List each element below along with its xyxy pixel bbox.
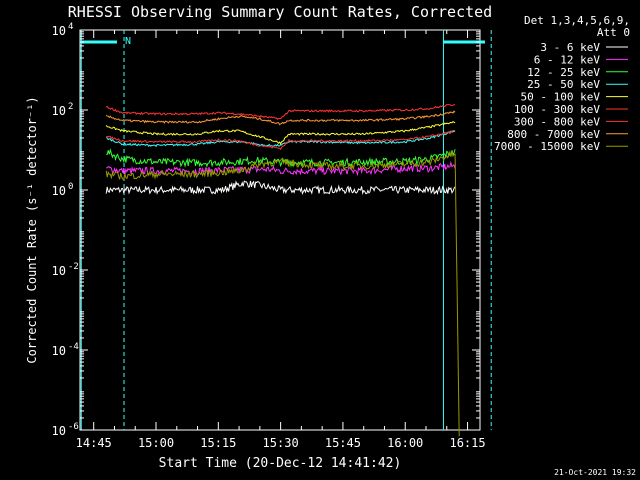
x-axis-label: Start Time (20-Dec-12 14:41:42) <box>159 456 402 471</box>
legend-entry-label: 300 - 800 keV <box>514 115 600 128</box>
y-tick-base: 10 <box>52 104 66 118</box>
chart-title: RHESSI Observing Summary Count Rates, Co… <box>68 3 492 21</box>
legend-entry-label: 7000 - 15000 keV <box>494 140 600 153</box>
series-line <box>105 110 456 126</box>
y-tick-label: 10 <box>52 184 66 198</box>
y-tick-exponent: -4 <box>68 342 79 352</box>
y-tick-base: 10 <box>52 24 66 38</box>
series-line <box>105 129 456 151</box>
x-tick-label: 15:00 <box>138 436 174 450</box>
generation-timestamp: 21-Oct-2021 19:32 <box>554 468 636 477</box>
legend-entry-label: 50 - 100 keV <box>521 91 601 104</box>
series-line <box>105 180 456 196</box>
x-axis: 14:45 15:00 15:15 15:30 15:45 16:00 16:15 <box>76 30 486 450</box>
y-tick-label: 10 <box>52 424 66 438</box>
x-tick-label: 14:45 <box>76 436 112 450</box>
legend-entry-label: 3 - 6 keV <box>540 41 600 54</box>
series-line <box>106 148 456 168</box>
y-tick-exponent: 2 <box>68 102 73 112</box>
legend-header-line-2: Att 0 <box>597 26 630 39</box>
legend-entry-label: 12 - 25 keV <box>527 66 600 79</box>
y-tick-base: 10 <box>52 344 66 358</box>
y-tick-label: 10 <box>52 344 66 358</box>
series-line <box>105 150 460 437</box>
plot-border <box>79 29 481 431</box>
series-layer <box>105 104 460 437</box>
legend-entry-label: 25 - 50 keV <box>527 78 600 91</box>
y-tick-exponent: 0 <box>68 182 73 192</box>
marker-label: N <box>125 36 131 47</box>
legend-entry-label: 100 - 300 keV <box>514 103 600 116</box>
x-tick-label: 16:15 <box>449 436 485 450</box>
y-tick-base: 10 <box>52 424 66 438</box>
legend-header-line-1: Det 1,3,4,5,6,9, <box>524 14 630 27</box>
y-tick-label: 10 <box>52 264 66 278</box>
y-axis-label: Corrected Count Rate (s⁻¹ detector⁻¹) <box>25 96 39 363</box>
y-tick-label: 10 <box>52 104 66 118</box>
x-tick-label: 16:00 <box>387 436 423 450</box>
series-line <box>105 104 456 121</box>
x-tick-label: 15:15 <box>200 436 236 450</box>
y-tick-label: 10 <box>52 24 66 38</box>
x-tick-label: 15:45 <box>325 436 361 450</box>
x-tick-label: 15:30 <box>263 436 299 450</box>
y-tick-base: 10 <box>52 264 66 278</box>
plot-area <box>79 29 481 431</box>
y-tick-base: 10 <box>52 184 66 198</box>
y-tick-exponent: -6 <box>68 422 79 432</box>
y-tick-exponent: -2 <box>68 262 79 272</box>
y-tick-exponent: 4 <box>68 22 73 32</box>
legend-entry-label: 6 - 12 keV <box>534 53 601 66</box>
series-line <box>105 120 456 145</box>
marker-layer: N <box>80 30 492 430</box>
legend-entry-label: 800 - 7000 keV <box>507 128 600 141</box>
